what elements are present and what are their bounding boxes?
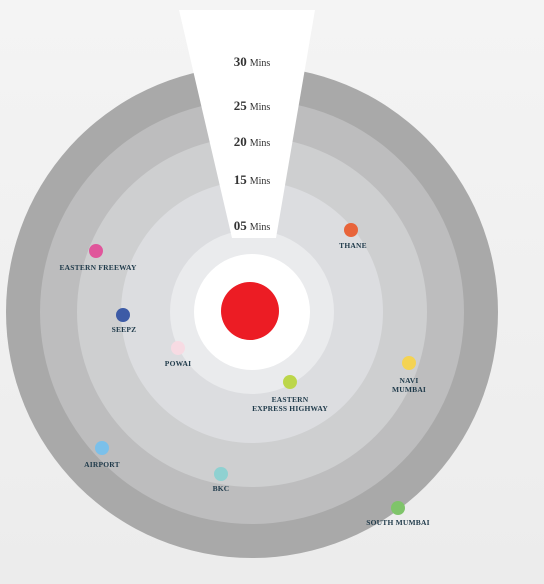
ring-minutes-unit: Mins: [250, 102, 271, 113]
ring-minutes-value: 20: [234, 134, 247, 149]
ring-minutes-unit: Mins: [250, 58, 271, 69]
label-line: NAVI: [399, 376, 418, 385]
location-south-mumbai: SOUTH MUMBAI: [366, 501, 430, 527]
eastern-express-highway-label: EASTERN EXPRESS HIGHWAY: [252, 395, 328, 413]
ring-minutes-value: 25: [234, 98, 248, 113]
label-line: THANE: [339, 241, 367, 250]
site-marker: [221, 282, 279, 340]
label-line: AIRPORT: [84, 460, 120, 469]
powai-dot: [171, 341, 185, 355]
label-line: SOUTH MUMBAI: [366, 518, 429, 527]
ring-minutes-value: 15: [234, 172, 248, 187]
ring-label-30: 30 Mins: [234, 54, 271, 69]
ring-label-20: 20 Mins: [234, 134, 271, 149]
eastern-express-highway-dot: [283, 375, 297, 389]
label-line: POWAI: [165, 359, 191, 368]
navi-mumbai-label: NAVI MUMBAI: [392, 376, 426, 394]
south-mumbai-label: SOUTH MUMBAI: [366, 518, 429, 527]
seepz-label: SEEPZ: [112, 325, 137, 334]
thane-dot: [344, 223, 358, 237]
airport-label: AIRPORT: [84, 460, 120, 469]
navi-mumbai-dot: [402, 356, 416, 370]
bkc-dot: [214, 467, 228, 481]
ring-minutes-unit: Mins: [250, 138, 271, 149]
ring-label-05: 05 Mins: [234, 218, 271, 233]
location-eastern-express-highway: EASTERN EXPRESS HIGHWAY: [252, 375, 328, 413]
label-line: EXPRESS HIGHWAY: [252, 404, 328, 413]
ring-minutes-value: 05: [234, 218, 248, 233]
location-airport: AIRPORT: [84, 441, 120, 469]
location-bkc: BKC: [213, 467, 230, 493]
airport-dot: [95, 441, 109, 455]
thane-label: THANE: [339, 241, 367, 250]
eastern-freeway-label: EASTERN FREEWAY: [59, 263, 137, 272]
location-thane: THANE: [339, 223, 367, 250]
powai-label: POWAI: [165, 359, 191, 368]
location-navi-mumbai: NAVI MUMBAI: [392, 356, 426, 394]
location-eastern-freeway: EASTERN FREEWAY: [59, 244, 137, 272]
ring-minutes-unit: Mins: [250, 222, 271, 233]
ring-label-25: 25 Mins: [234, 98, 271, 113]
label-line: EASTERN FREEWAY: [59, 263, 137, 272]
label-line: MUMBAI: [392, 385, 426, 394]
south-mumbai-dot: [391, 501, 405, 515]
location-powai: POWAI: [165, 341, 191, 368]
label-line: BKC: [213, 484, 230, 493]
location-seepz: SEEPZ: [112, 308, 137, 334]
ring-minutes-value: 30: [234, 54, 247, 69]
label-line: EASTERN: [272, 395, 309, 404]
label-line: SEEPZ: [112, 325, 137, 334]
bkc-label: BKC: [213, 484, 230, 493]
ring-minutes-unit: Mins: [250, 176, 271, 187]
ring-label-15: 15 Mins: [234, 172, 271, 187]
seepz-dot: [116, 308, 130, 322]
time-scale-wedge: [179, 10, 315, 238]
eastern-freeway-dot: [89, 244, 103, 258]
